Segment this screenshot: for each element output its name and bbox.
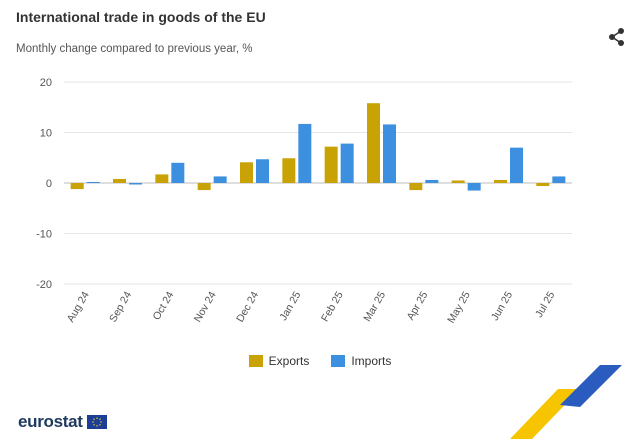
y-tick-label: -20 <box>36 279 52 291</box>
bar-imports <box>510 147 523 183</box>
bar-chart: -20 -10 0 10 20 Aug 24 Sep 24 Oct 24 Nov 24 Dec 2… <box>36 77 572 325</box>
bar-exports <box>494 179 507 183</box>
bar-imports <box>171 162 185 183</box>
chart-subtitle: Monthly change compared to previous year… <box>16 43 253 55</box>
decorative-stripes <box>510 365 622 439</box>
bar-imports <box>129 183 142 185</box>
y-tick-label: 10 <box>40 128 52 140</box>
x-tick-label: Jan 25 <box>277 289 303 322</box>
bar-exports <box>155 174 169 183</box>
exports-swatch <box>248 355 263 367</box>
bar-imports <box>213 176 227 183</box>
imports-swatch <box>331 355 346 367</box>
bar-imports <box>86 181 100 183</box>
bar-imports <box>425 179 439 183</box>
bar-exports <box>70 183 84 190</box>
bar-imports <box>340 143 354 183</box>
x-tick-label: May 25 <box>445 289 473 325</box>
x-tick-label: Oct 24 <box>151 289 177 322</box>
bar-exports <box>324 146 338 183</box>
bar-exports <box>282 158 296 183</box>
legend-label-exports: Exports <box>268 354 310 368</box>
eu-flag-icon <box>86 415 107 429</box>
chart-title: International trade in goods of the EU <box>16 9 266 25</box>
y-tick-label: -10 <box>36 229 52 241</box>
bar-imports <box>467 183 481 191</box>
x-tick-label: Mar 25 <box>361 289 388 323</box>
legend-item-imports[interactable]: Imports <box>331 354 391 368</box>
bar-imports <box>552 176 566 183</box>
share-icon[interactable] <box>606 26 628 48</box>
bar-imports <box>298 123 312 183</box>
x-tick-label: Jul 25 <box>533 289 557 319</box>
x-tick-label: Jun 25 <box>489 289 515 322</box>
bar-imports <box>383 124 396 183</box>
x-tick-label: Dec 24 <box>234 289 261 324</box>
bar-exports <box>536 183 550 187</box>
y-tick-label: 0 <box>46 178 52 190</box>
x-tick-label: Apr 25 <box>405 289 431 322</box>
bar-exports <box>240 162 253 183</box>
legend: Exports Imports <box>0 354 640 368</box>
bar-imports <box>256 159 269 183</box>
x-tick-label: Nov 24 <box>192 289 219 324</box>
bar-exports <box>113 178 126 183</box>
y-tick-label: 20 <box>40 77 52 89</box>
bar-exports <box>367 103 380 183</box>
x-tick-label: Sep 24 <box>107 289 134 324</box>
x-tick-label: Feb 25 <box>319 289 346 323</box>
eurostat-logo: eurostat <box>18 412 107 432</box>
bar-exports <box>197 183 211 191</box>
bar-exports <box>409 183 423 191</box>
legend-label-imports: Imports <box>351 354 392 368</box>
bar-exports <box>451 180 465 183</box>
logo-text: eurostat <box>18 412 83 431</box>
legend-item-exports[interactable]: Exports <box>248 354 310 368</box>
x-tick-label: Aug 24 <box>65 289 92 324</box>
